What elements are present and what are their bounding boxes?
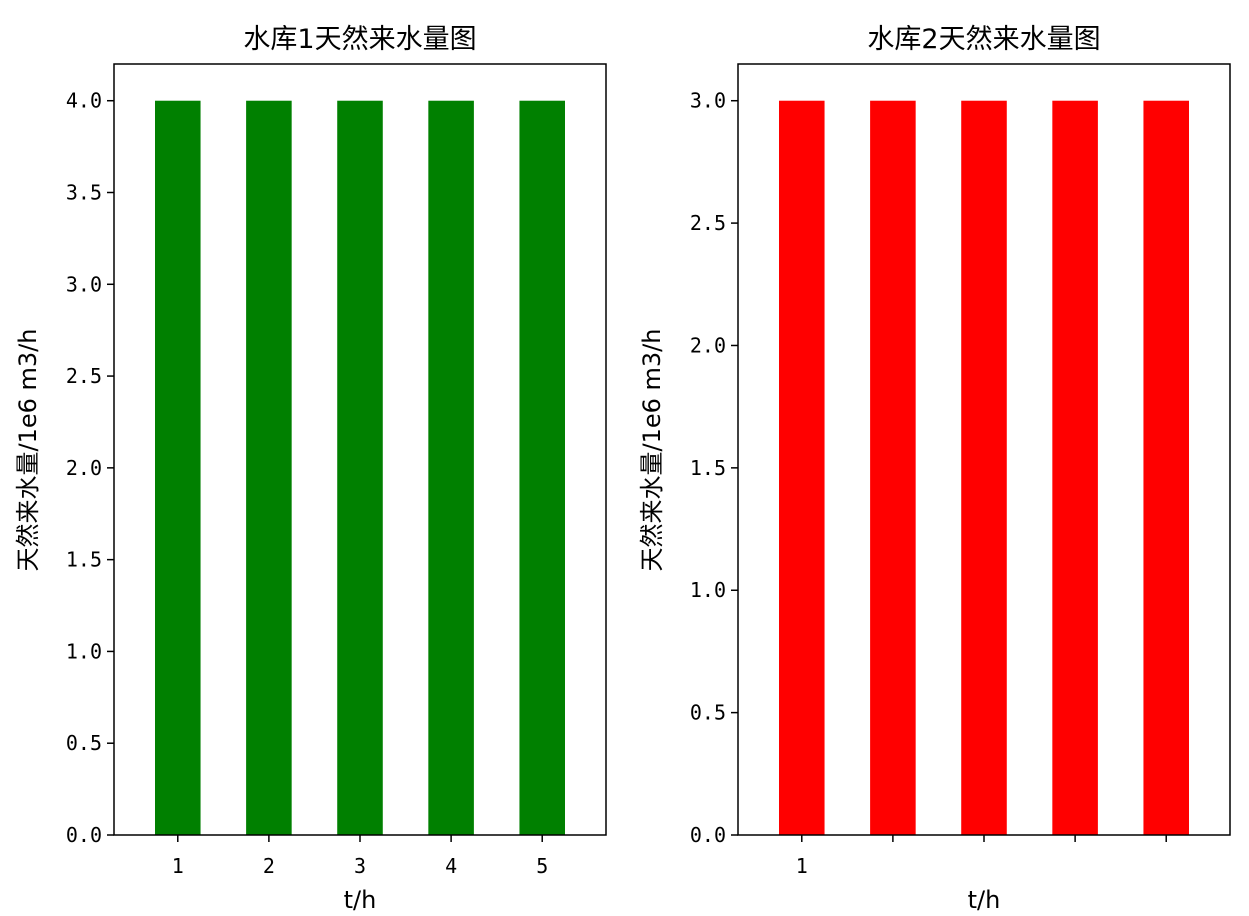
y-tick-label: 3.0 bbox=[690, 89, 726, 113]
plot-frame bbox=[737, 63, 1231, 836]
x-tick-label: 3 bbox=[354, 854, 366, 878]
x-tick-label: 2 bbox=[263, 854, 275, 878]
x-tick-label: 1 bbox=[796, 854, 808, 878]
plot-frame bbox=[113, 63, 607, 836]
chart-reservoir-2: 水库2天然来水量图 天然来水量/1e6 m3/h t/h 0.0 0.5 1.0 1.… bbox=[638, 24, 1231, 914]
chart-title: 水库1天然来水量图 bbox=[243, 24, 476, 55]
y-tick-label: 0.5 bbox=[690, 701, 726, 725]
x-tick-label: 4 bbox=[445, 854, 457, 878]
y-tick-label: 0.0 bbox=[66, 823, 102, 847]
y-axis-label: 天然来水量/1e6 m3/h bbox=[14, 329, 42, 572]
x-ticks: 1 2 3 4 5 bbox=[172, 835, 548, 878]
y-axis-label: 天然来水量/1e6 m3/h bbox=[638, 329, 666, 572]
y-ticks: 0.0 0.5 1.0 1.5 2.0 2.5 3.0 bbox=[690, 89, 738, 847]
y-tick-label: 4.0 bbox=[66, 89, 102, 113]
bar-4 bbox=[1052, 100, 1098, 835]
y-tick-label: 1.5 bbox=[690, 456, 726, 480]
chart-reservoir-1: 水库1天然来水量图 天然来水量/1e6 m3/h t/h 0.0 0.5 1.0 1.… bbox=[14, 24, 607, 914]
x-axis-label: t/h bbox=[968, 886, 1001, 914]
y-tick-label: 3.0 bbox=[66, 272, 102, 296]
bars bbox=[779, 100, 1189, 835]
y-ticks: 0.0 0.5 1.0 1.5 2.0 2.5 3.0 3.5 4.0 bbox=[66, 89, 114, 847]
y-tick-label: 0.0 bbox=[690, 823, 726, 847]
y-tick-label: 2.0 bbox=[690, 333, 726, 357]
bar-4 bbox=[428, 100, 474, 835]
x-tick-label: 1 bbox=[172, 854, 184, 878]
bar-1 bbox=[155, 100, 201, 835]
y-tick-label: 3.5 bbox=[66, 181, 102, 205]
chart-title: 水库2天然来水量图 bbox=[867, 24, 1100, 55]
bars bbox=[155, 100, 565, 835]
x-tick-label: 5 bbox=[536, 854, 548, 878]
bar-5 bbox=[1143, 100, 1189, 835]
y-tick-label: 2.5 bbox=[690, 211, 726, 235]
bar-1 bbox=[779, 100, 825, 835]
bar-5 bbox=[519, 100, 565, 835]
y-tick-label: 1.5 bbox=[66, 548, 102, 572]
y-tick-label: 0.5 bbox=[66, 731, 102, 755]
y-tick-label: 1.0 bbox=[66, 639, 102, 663]
bar-2 bbox=[246, 100, 292, 835]
bar-3 bbox=[337, 100, 383, 835]
y-tick-label: 1.0 bbox=[690, 578, 726, 602]
bar-2 bbox=[870, 100, 916, 835]
y-tick-label: 2.0 bbox=[66, 456, 102, 480]
y-tick-label: 2.5 bbox=[66, 364, 102, 388]
bar-3 bbox=[961, 100, 1007, 835]
x-ticks: 1 bbox=[796, 835, 1167, 878]
x-axis-label: t/h bbox=[344, 886, 377, 914]
